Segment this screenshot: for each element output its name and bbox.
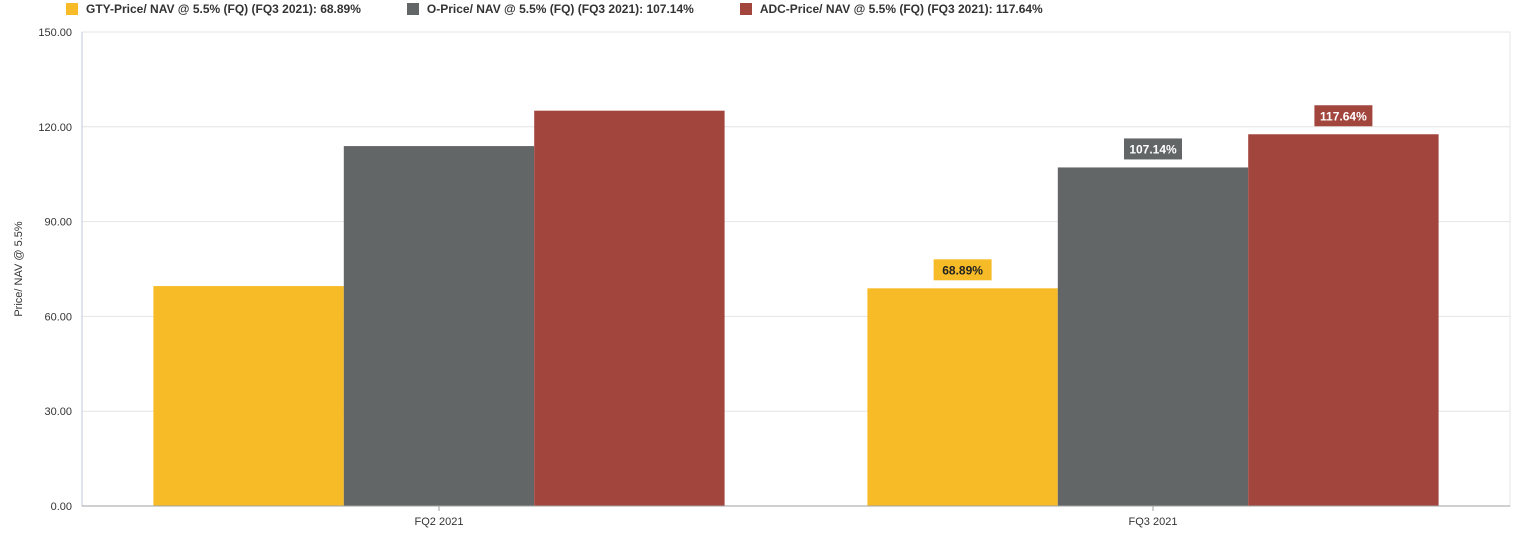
data-label-box <box>933 259 992 281</box>
chart-legend: GTY-Price/ NAV @ 5.5% (FQ) (FQ3 2021): 6… <box>66 2 1089 16</box>
legend-swatch-gty <box>66 3 78 15</box>
bar[interactable] <box>1248 134 1439 506</box>
legend-swatch-adc <box>739 3 752 15</box>
axes: 0.00 30.00 60.00 90.00 120.00 150.00 FQ2 2021 F… <box>38 27 1510 528</box>
y-tick-label: 90.00 <box>44 217 72 229</box>
bar[interactable] <box>534 110 725 507</box>
legend-item-adc[interactable]: ADC-Price/ NAV @ 5.5% (FQ) (FQ3 2021): 1… <box>739 2 1043 16</box>
x-tick-label: FQ2 2021 <box>415 516 464 528</box>
data-label-box <box>1124 138 1182 160</box>
data-label: 117.64% <box>1320 109 1367 123</box>
y-tick-label: 30.00 <box>44 406 72 418</box>
legend-label-gty: GTY-Price/ NAV @ 5.5% (FQ) (FQ3 2021): 6… <box>86 2 361 16</box>
data-label: 107.14% <box>1129 142 1177 156</box>
bar[interactable] <box>867 288 1058 506</box>
legend-label-adc: ADC-Price/ NAV @ 5.5% (FQ) (FQ3 2021): 1… <box>759 2 1043 16</box>
legend-item-gty[interactable]: GTY-Price/ NAV @ 5.5% (FQ) (FQ3 2021): 6… <box>66 2 361 16</box>
data-label-box <box>1314 105 1373 127</box>
y-tick-label: 0.00 <box>51 501 72 513</box>
bars <box>153 110 1439 507</box>
legend-label-o: O-Price/ NAV @ 5.5% (FQ) (FQ3 2021): 107… <box>426 2 694 16</box>
legend-item-o[interactable]: O-Price/ NAV @ 5.5% (FQ) (FQ3 2021): 107… <box>406 2 694 16</box>
y-tick-label: 120.00 <box>38 122 72 134</box>
bar[interactable] <box>343 146 535 507</box>
x-tick-label: FQ3 2021 <box>1129 516 1178 528</box>
bar[interactable] <box>1057 167 1249 506</box>
legend-swatch-o <box>406 3 419 15</box>
data-labels: 68.89% 107.14% 117.64% <box>933 105 1373 281</box>
y-tick-label: 60.00 <box>44 311 72 323</box>
data-label: 68.89% <box>942 263 983 277</box>
y-axis-title: Price/ NAV @ 5.5% <box>13 221 25 317</box>
bar[interactable] <box>153 286 344 506</box>
y-tick-label: 150.00 <box>38 27 72 39</box>
